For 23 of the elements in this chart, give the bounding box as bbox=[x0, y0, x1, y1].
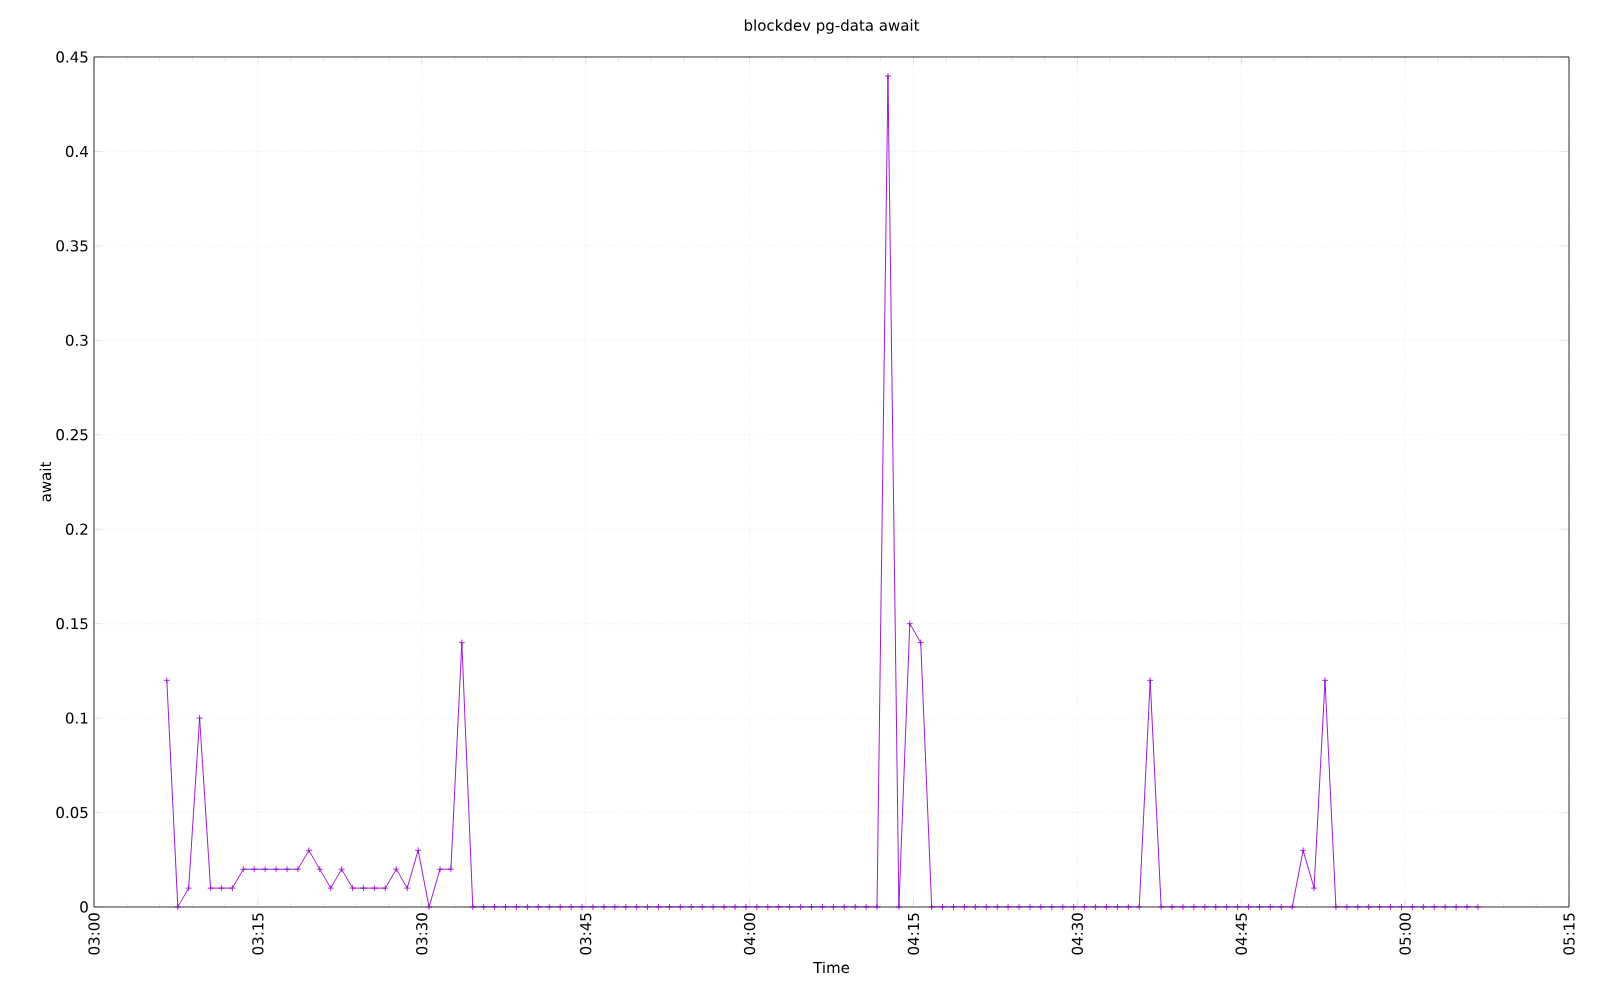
x-axis-title: Time bbox=[813, 961, 850, 974]
y-tick-label: 0.4 bbox=[65, 145, 88, 158]
x-tick-label: 03:00 bbox=[88, 913, 100, 955]
x-tick-label: 03:45 bbox=[579, 913, 592, 955]
y-tick-label: 0.25 bbox=[56, 429, 88, 441]
y-tick-label: 0.05 bbox=[56, 806, 88, 819]
y-tick-label: 0.15 bbox=[56, 617, 88, 630]
x-tick-label: 04:00 bbox=[743, 913, 756, 955]
x-tick-label: 04:45 bbox=[1235, 913, 1247, 955]
chart-title: blockdev pg-data await bbox=[744, 19, 920, 34]
x-tick-label: 04:30 bbox=[1071, 913, 1084, 955]
x-tick-label: 05:15 bbox=[1563, 913, 1575, 955]
y-tick-label: 0.3 bbox=[65, 334, 88, 346]
y-tick-label: 0 bbox=[80, 901, 88, 913]
y-axis-title: await bbox=[39, 462, 52, 502]
x-tick-label: 05:00 bbox=[1399, 913, 1411, 955]
y-tick-label: 0.35 bbox=[56, 240, 88, 252]
x-tick-label: 03:15 bbox=[252, 913, 264, 955]
y-tick-label: 0.1 bbox=[65, 712, 88, 724]
y-tick-label: 0.2 bbox=[65, 523, 88, 535]
x-tick-label: 03:30 bbox=[416, 913, 428, 955]
x-tick-label: 04:15 bbox=[907, 913, 920, 955]
y-tick-label: 0.45 bbox=[56, 51, 88, 63]
